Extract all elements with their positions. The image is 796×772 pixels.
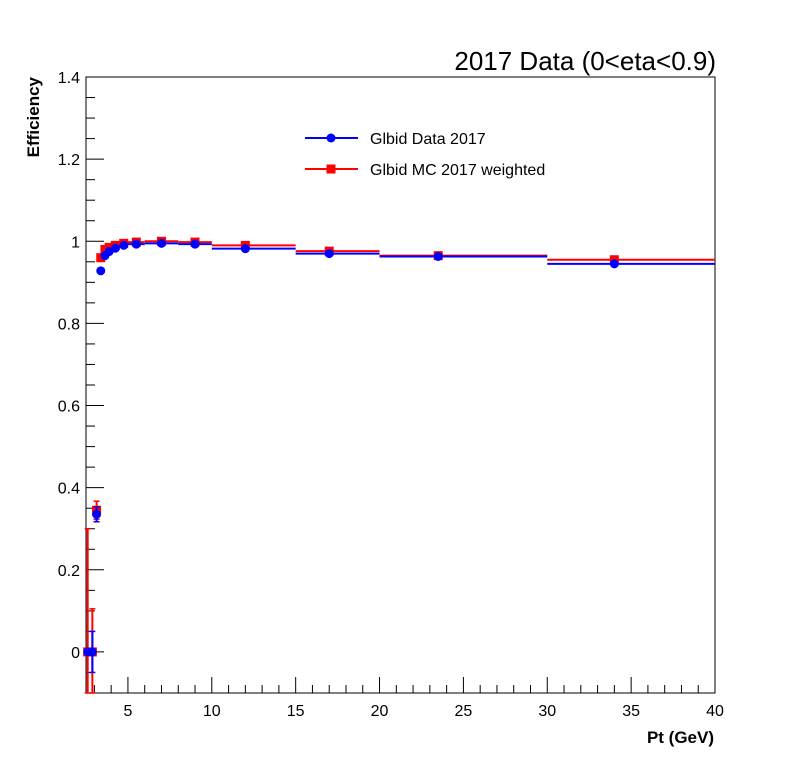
y-tick-label: 1.2 bbox=[58, 152, 80, 169]
circle-marker bbox=[119, 240, 129, 250]
y-axis: 0 0.2 0.4 0.6 0.8 1 1.2 1.4 bbox=[58, 70, 104, 694]
square-marker bbox=[96, 253, 106, 263]
data-point bbox=[96, 266, 106, 276]
circle-marker bbox=[324, 249, 334, 259]
data-point bbox=[178, 239, 212, 249]
circle-marker bbox=[609, 259, 619, 269]
y-tick-label: 1 bbox=[71, 234, 80, 251]
circle-marker bbox=[96, 266, 106, 276]
circle-marker bbox=[92, 509, 102, 519]
circle-marker bbox=[240, 244, 250, 254]
series-mc-2017 bbox=[83, 236, 715, 694]
legend: Glbid Data 2017 Glbid MC 2017 weighted bbox=[305, 131, 545, 179]
x-tick-label: 5 bbox=[123, 703, 132, 720]
data-point bbox=[295, 249, 380, 259]
data-point bbox=[110, 243, 120, 253]
circle-marker bbox=[190, 239, 200, 249]
data-point bbox=[211, 244, 296, 254]
data-point bbox=[379, 251, 548, 261]
series-data-2017 bbox=[83, 238, 715, 674]
legend-marker-data bbox=[326, 133, 336, 143]
x-tick-label: 30 bbox=[538, 703, 556, 720]
circle-marker bbox=[110, 243, 120, 253]
circle-marker bbox=[87, 647, 97, 657]
data-point bbox=[119, 240, 129, 250]
x-tick-label: 20 bbox=[371, 703, 389, 720]
chart-title: 2017 Data (0<eta<0.9) bbox=[454, 46, 716, 76]
data-point bbox=[87, 630, 97, 674]
y-tick-label: 0.2 bbox=[58, 563, 80, 580]
x-tick-label: 35 bbox=[622, 703, 640, 720]
x-axis-label: Pt (GeV) bbox=[647, 728, 714, 747]
y-tick-label: 1.4 bbox=[58, 70, 80, 87]
legend-label-mc: Glbid MC 2017 weighted bbox=[370, 162, 545, 179]
circle-marker bbox=[433, 251, 443, 261]
y-tick-label: 0.4 bbox=[58, 481, 80, 498]
series-layer bbox=[83, 236, 715, 694]
data-point bbox=[144, 238, 179, 248]
circle-marker bbox=[156, 238, 166, 248]
x-tick-label: 25 bbox=[455, 703, 473, 720]
data-point bbox=[92, 506, 102, 523]
circle-marker bbox=[131, 239, 141, 249]
legend-label-data: Glbid Data 2017 bbox=[370, 131, 486, 148]
legend-marker-mc bbox=[326, 164, 336, 174]
data-point bbox=[127, 239, 145, 249]
y-tick-label: 0.6 bbox=[58, 399, 80, 416]
x-tick-label: 40 bbox=[706, 703, 724, 720]
x-tick-label: 15 bbox=[287, 703, 305, 720]
data-point bbox=[547, 259, 715, 269]
y-tick-label: 0 bbox=[71, 645, 80, 662]
x-tick-label: 10 bbox=[203, 703, 221, 720]
y-tick-label: 0.8 bbox=[58, 316, 80, 333]
y-axis-label: Efficiency bbox=[24, 76, 43, 157]
x-axis: 5 10 15 20 25 30 35 40 bbox=[93, 677, 724, 720]
